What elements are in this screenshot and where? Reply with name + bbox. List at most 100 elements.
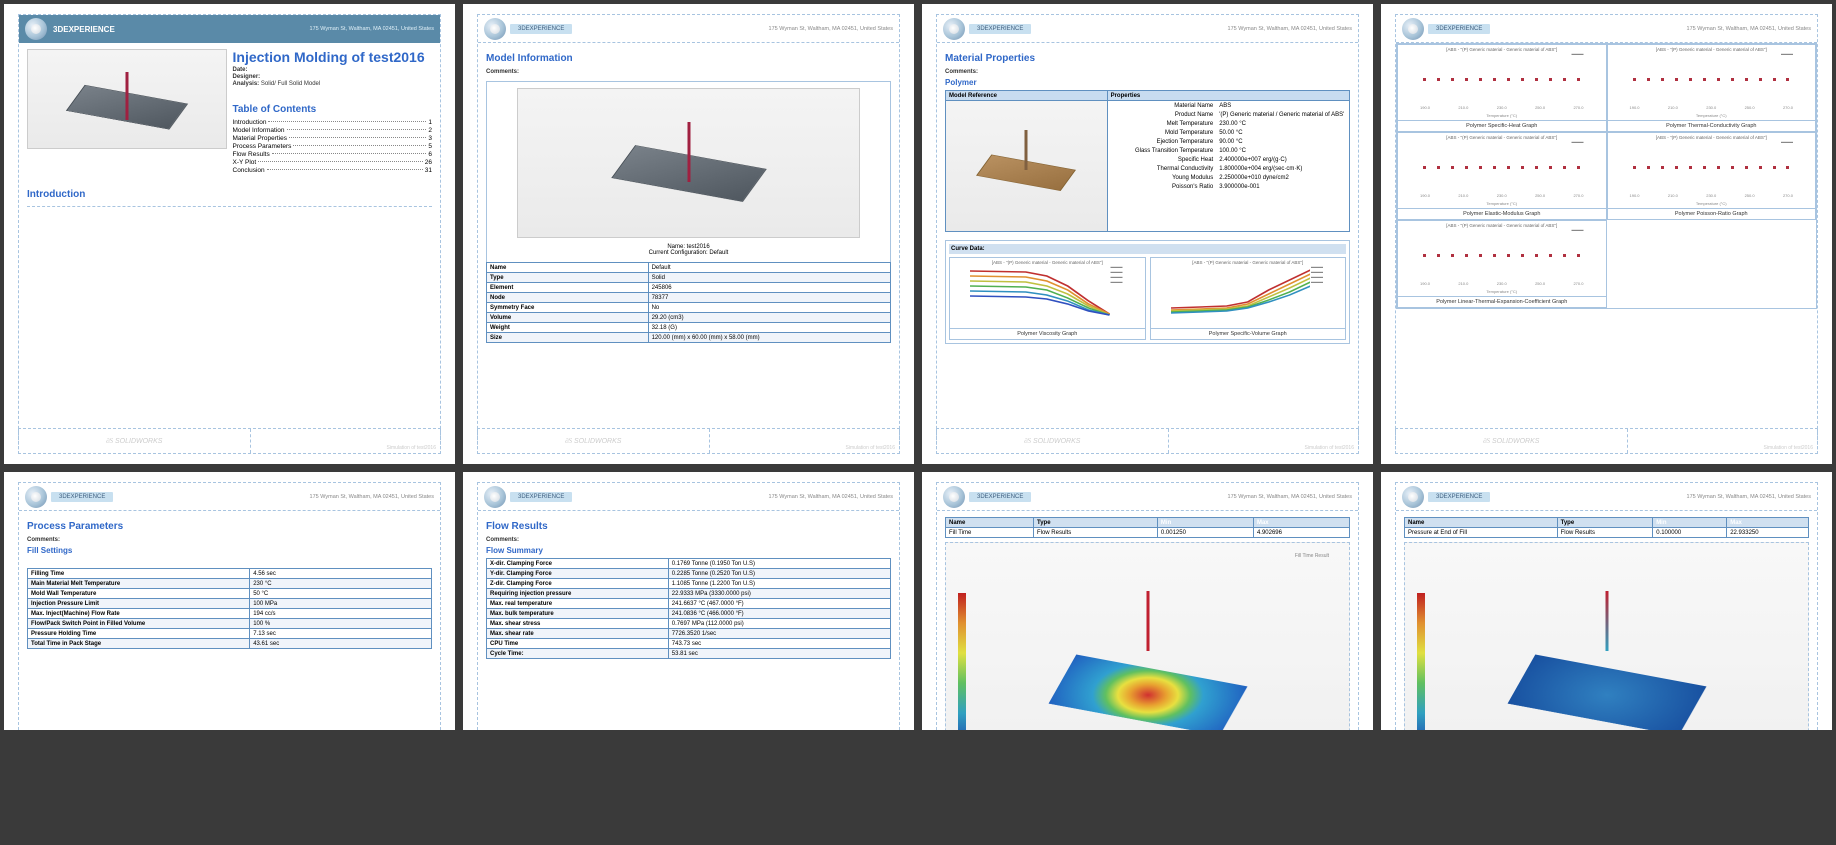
table-row: Material NameABS xyxy=(1108,101,1349,110)
toc-item[interactable]: Material Properties3 xyxy=(233,135,433,142)
toc-item[interactable]: Introduction1 xyxy=(233,119,433,126)
properties-inner-table: Material NameABSProduct Name'(P) Generic… xyxy=(1108,101,1349,191)
brand-pill: 3DEXPERIENCE xyxy=(51,492,113,502)
section-title: Process Parameters xyxy=(27,521,432,532)
polymer-chart: [ABS - "(P) Generic material - Generic m… xyxy=(1397,44,1607,132)
brand-logo-icon xyxy=(25,486,47,508)
brand-logo-icon xyxy=(484,18,506,40)
section-title: Material Properties xyxy=(945,53,1350,64)
report-page-2: 3DEXPERIENCE 175 Wyman St, Waltham, MA 0… xyxy=(463,4,914,464)
comments-label: Comments: xyxy=(486,537,519,543)
polymer-chart: [ABS - "(P) Generic material - Generic m… xyxy=(1607,44,1817,132)
report-page-4: 3DEXPERIENCE 175 Wyman St, Waltham, MA 0… xyxy=(1381,4,1832,464)
table-row: Cycle Time:53.81 sec xyxy=(487,649,891,659)
polymer-chart: [ABS - "(P) Generic material - Generic m… xyxy=(1397,220,1607,308)
header-address: 175 Wyman St, Waltham, MA 02451, United … xyxy=(310,494,434,500)
material-properties-table: Model ReferenceProperties Material NameA… xyxy=(945,90,1350,232)
table-row: Thermal Conductivity1.800000e+004 erg/(s… xyxy=(1108,164,1349,173)
table-row: Young Modulus2.250000e+010 dyne/cm2 xyxy=(1108,173,1349,182)
process-params-table: Filling Time4.56 secMain Material Melt T… xyxy=(27,568,432,649)
fill-settings-heading: Fill Settings xyxy=(27,546,432,555)
brand-pill: 3DEXPERIENCE xyxy=(510,24,572,34)
table-row: CPU Time743.73 sec xyxy=(487,639,891,649)
brand-logo-icon xyxy=(1402,486,1424,508)
fill-time-result-image: Fill Time Result xyxy=(945,542,1350,730)
polymer-chart: [ABS - "(P) Generic material - Generic m… xyxy=(1397,132,1607,220)
header-address: 175 Wyman St, Waltham, MA 02451, United … xyxy=(769,494,893,500)
table-row: Pressure Holding Time7.13 sec xyxy=(28,629,432,639)
section-title: Model Information xyxy=(486,53,891,64)
table-row: Main Material Melt Temperature230 °C xyxy=(28,579,432,589)
table-row: Flow/Pack Switch Point in Filled Volume1… xyxy=(28,619,432,629)
table-row: Specific Heat2.400000e+007 erg/(g·C) xyxy=(1108,155,1349,164)
table-row: Requiring injection pressure22.9333 MPa … xyxy=(487,589,891,599)
analysis-label: Analysis: xyxy=(233,81,260,87)
table-row: Node78377 xyxy=(487,293,891,303)
brand-logo-icon xyxy=(943,486,965,508)
table-row: Glass Transition Temperature100.00 °C xyxy=(1108,146,1349,155)
polymer-heading: Polymer xyxy=(945,78,1350,87)
table-row: Mold Temperature50.00 °C xyxy=(1108,128,1349,137)
polymer-chart: [ABS - "(P) Generic material - Generic m… xyxy=(1607,132,1817,220)
table-row: Max. shear rate7726.3520 1/sec xyxy=(487,629,891,639)
table-row: NameDefault xyxy=(487,263,891,273)
model-preview-image xyxy=(27,49,227,149)
table-row: Max. bulk temperature241.0836 °C (466.00… xyxy=(487,609,891,619)
header-address: 175 Wyman St, Waltham, MA 02451, United … xyxy=(769,26,893,32)
table-row: X-dir. Clamping Force0.1769 Tonne (0.195… xyxy=(487,559,891,569)
result-meta-table: NameTypeMinMax Pressure at End of FillFl… xyxy=(1404,517,1809,538)
table-row: Mold Wall Temperature50 °C xyxy=(28,589,432,599)
analysis-value: Solid/ Full Solid Model xyxy=(261,81,320,87)
curve-data-label: Curve Data: xyxy=(949,244,1346,254)
designer-label: Designer: xyxy=(233,74,261,80)
brand-logo-icon xyxy=(1402,18,1424,40)
toc-item[interactable]: Model Information2 xyxy=(233,127,433,134)
toc-list: Introduction1Model Information2Material … xyxy=(233,119,433,174)
comments-label: Comments: xyxy=(27,537,60,543)
polymer-charts-grid: [ABS - "(P) Generic material - Generic m… xyxy=(1397,44,1816,308)
flow-summary-table: X-dir. Clamping Force0.1769 Tonne (0.195… xyxy=(486,558,891,659)
toc-item[interactable]: X-Y Plot26 xyxy=(233,159,433,166)
report-page-7: 3DEXPERIENCE 175 Wyman St, Waltham, MA 0… xyxy=(922,472,1373,730)
table-row: Filling Time4.56 sec xyxy=(28,569,432,579)
table-row: Y-dir. Clamping Force0.2285 Tonne (0.252… xyxy=(487,569,891,579)
table-row: Max. shear stress0.7697 MPa (112.0000 ps… xyxy=(487,619,891,629)
toc-item[interactable]: Conclusion31 xyxy=(233,167,433,174)
report-page-1: 3DEXPERIENCE 175 Wyman St, Waltham, MA 0… xyxy=(4,4,455,464)
report-page-5: 3DEXPERIENCE 175 Wyman St, Waltham, MA 0… xyxy=(4,472,455,730)
brand-pill: 3DEXPERIENCE xyxy=(510,492,572,502)
table-row: Max. Inject(Machine) Flow Rate194 cc/s xyxy=(28,609,432,619)
table-row: Max. real temperature241.6637 °C (467.00… xyxy=(487,599,891,609)
header-address: 175 Wyman St, Waltham, MA 02451, United … xyxy=(1687,494,1811,500)
date-label: Date: xyxy=(233,67,248,73)
header-address: 175 Wyman St, Waltham, MA 02451, United … xyxy=(1687,26,1811,32)
report-title: Injection Molding of test2016 xyxy=(233,49,433,65)
report-page-8: 3DEXPERIENCE 175 Wyman St, Waltham, MA 0… xyxy=(1381,472,1832,730)
table-row: TypeSolid xyxy=(487,273,891,283)
toc-item[interactable]: Process Parameters5 xyxy=(233,143,433,150)
table-row: Element245806 xyxy=(487,283,891,293)
table-row: Weight32.18 (G) xyxy=(487,323,891,333)
brand-logo-icon xyxy=(943,18,965,40)
brand-logo-icon xyxy=(484,486,506,508)
viscosity-chart: [ABS - "(P) Generic material - Generic m… xyxy=(949,257,1146,340)
report-page-3: 3DEXPERIENCE 175 Wyman St, Waltham, MA 0… xyxy=(922,4,1373,464)
footer-brand: SOLIDWORKS xyxy=(115,438,162,445)
header-address: 175 Wyman St, Waltham, MA 02451, United … xyxy=(310,26,434,32)
brand-pill: 3DEXPERIENCE xyxy=(969,492,1031,502)
report-page-6: 3DEXPERIENCE 175 Wyman St, Waltham, MA 0… xyxy=(463,472,914,730)
model-preview-image xyxy=(517,88,860,238)
header-address: 175 Wyman St, Waltham, MA 02451, United … xyxy=(1228,26,1352,32)
specific-volume-chart: [ABS - "(P) Generic material - Generic m… xyxy=(1150,257,1347,340)
brand-logo-icon xyxy=(25,18,47,40)
table-row: Poisson's Ratio3.900000e-001 xyxy=(1108,182,1349,191)
brand-name: 3DEXPERIENCE xyxy=(53,25,115,34)
toc-item[interactable]: Flow Results6 xyxy=(233,151,433,158)
table-row: Z-dir. Clamping Force1.1085 Tonne (1.220… xyxy=(487,579,891,589)
model-config: Current Configuration: Default xyxy=(517,250,860,256)
model-info-table: NameDefaultTypeSolidElement245806Node783… xyxy=(486,262,891,343)
brand-pill: 3DEXPERIENCE xyxy=(1428,492,1490,502)
table-row: Ejection Temperature90.00 °C xyxy=(1108,137,1349,146)
comments-label: Comments: xyxy=(486,69,519,75)
table-row: Symmetry FaceNo xyxy=(487,303,891,313)
